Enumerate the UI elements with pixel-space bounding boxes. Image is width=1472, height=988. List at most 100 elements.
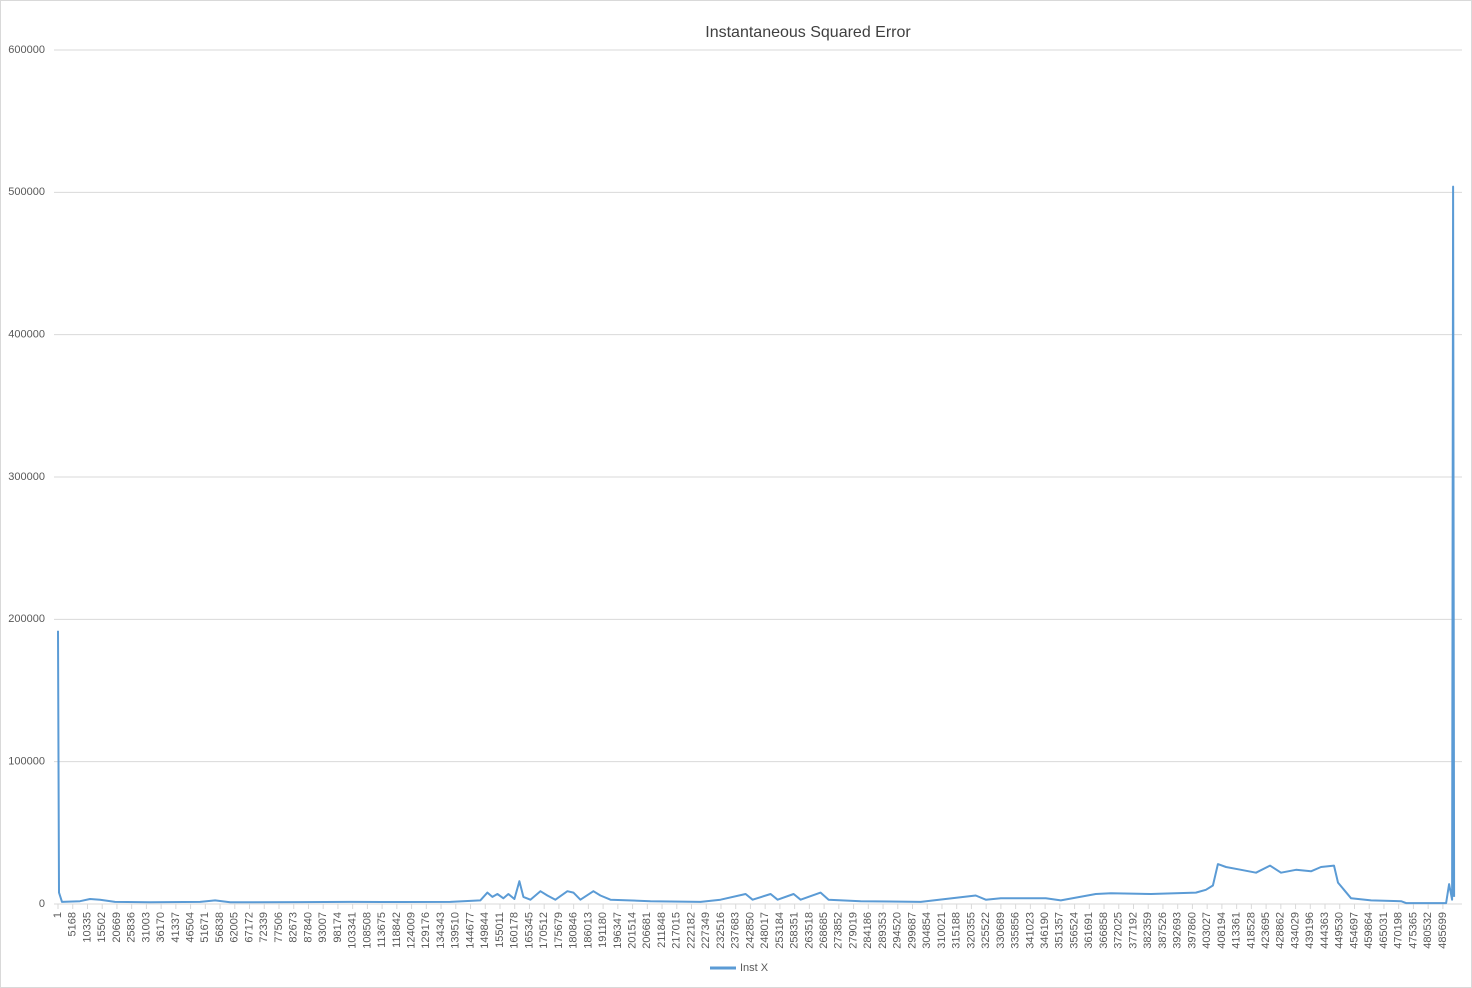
x-tick-label: 108508 — [361, 912, 373, 949]
x-tick-label: 175679 — [553, 912, 565, 949]
x-tick-label: 15502 — [96, 912, 108, 943]
x-tick-label: 439196 — [1304, 912, 1316, 949]
x-tick-label: 170512 — [538, 912, 550, 949]
x-tick-label: 335856 — [1010, 912, 1022, 949]
x-tick-label: 144677 — [464, 912, 476, 949]
x-tick-label: 103341 — [347, 912, 359, 949]
x-tick-label: 211848 — [656, 912, 668, 948]
x-tick-label: 403027 — [1201, 912, 1213, 949]
x-tick-label: 20669 — [111, 912, 123, 943]
x-tick-label: 449530 — [1334, 912, 1346, 949]
x-tick-label: 475365 — [1407, 912, 1419, 949]
x-tick-label: 454697 — [1348, 912, 1360, 949]
x-tick-label: 294520 — [892, 912, 904, 949]
x-tick-label: 56838 — [214, 912, 226, 943]
x-tick-label: 129176 — [420, 912, 432, 949]
x-tick-label: 459864 — [1363, 912, 1375, 949]
x-tick-label: 113675 — [376, 912, 388, 948]
legend-label: Inst X — [740, 962, 769, 974]
x-tick-label: 366858 — [1098, 912, 1110, 949]
x-tick-label: 315188 — [951, 912, 963, 949]
x-tick-label: 155011 — [494, 912, 506, 948]
x-tick-label: 428862 — [1275, 912, 1287, 949]
x-tick-label: 253184 — [774, 912, 786, 949]
x-tick-label: 279019 — [847, 912, 859, 949]
x-tick-label: 423695 — [1260, 912, 1272, 949]
x-tick-label: 382359 — [1142, 912, 1154, 949]
x-tick-label: 465031 — [1378, 912, 1390, 949]
x-tick-label: 98174 — [332, 912, 344, 943]
x-tick-label: 444363 — [1319, 912, 1331, 949]
x-tick-label: 330689 — [995, 912, 1007, 949]
x-tick-label: 67172 — [243, 912, 255, 943]
x-tick-label: 392693 — [1172, 912, 1184, 949]
x-tick-label: 248017 — [759, 912, 771, 949]
x-tick-label: 418528 — [1245, 912, 1257, 949]
x-tick-label: 201514 — [626, 912, 638, 949]
x-tick-label: 206681 — [641, 912, 653, 949]
x-tick-label: 93007 — [317, 912, 329, 943]
x-tick-label: 434029 — [1289, 912, 1301, 949]
x-tick-label: 124009 — [405, 912, 417, 949]
x-tick-label: 299687 — [906, 912, 918, 949]
x-tick-label: 387526 — [1157, 912, 1169, 949]
y-tick-label: 100000 — [8, 756, 45, 768]
x-tick-label: 1 — [52, 912, 64, 918]
x-tick-label: 72339 — [258, 912, 270, 943]
x-tick-label: 232516 — [715, 912, 727, 949]
x-tick-label: 470198 — [1393, 912, 1405, 949]
x-tick-label: 310021 — [936, 912, 948, 949]
x-tick-label: 31003 — [140, 912, 152, 943]
y-tick-label: 300000 — [8, 471, 45, 483]
x-tick-label: 346190 — [1039, 912, 1051, 949]
x-tick-label: 227349 — [700, 912, 712, 949]
x-tick-label: 242850 — [744, 912, 756, 949]
x-tick-label: 413361 — [1231, 912, 1243, 949]
x-tick-label: 372025 — [1113, 912, 1125, 949]
x-tick-label: 268685 — [818, 912, 830, 949]
x-tick-label: 165345 — [523, 912, 535, 949]
x-tick-label: 149844 — [479, 912, 491, 949]
x-tick-label: 361691 — [1083, 912, 1095, 949]
y-tick-label: 600000 — [8, 44, 45, 56]
x-tick-label: 25836 — [126, 912, 138, 943]
chart-title: Instantaneous Squared Error — [705, 24, 911, 41]
x-tick-label: 289353 — [877, 912, 889, 949]
y-tick-label: 0 — [39, 898, 45, 910]
x-tick-label: 304854 — [921, 912, 933, 949]
x-tick-label: 82673 — [288, 912, 300, 943]
x-tick-label: 480532 — [1422, 912, 1434, 949]
x-tick-label: 10335 — [81, 912, 93, 943]
x-tick-label: 134343 — [435, 912, 447, 949]
x-tick-label: 341023 — [1024, 912, 1036, 949]
x-tick-label: 180846 — [568, 912, 580, 949]
x-tick-label: 408194 — [1216, 912, 1228, 949]
x-tick-label: 51671 — [199, 912, 211, 943]
x-tick-label: 139510 — [450, 912, 462, 949]
x-tick-label: 320355 — [965, 912, 977, 949]
x-tick-label: 397860 — [1186, 912, 1198, 949]
x-tick-label: 258351 — [789, 912, 801, 949]
x-tick-label: 356524 — [1068, 912, 1080, 949]
x-tick-label: 41337 — [170, 912, 182, 943]
x-tick-label: 5168 — [67, 912, 79, 936]
x-tick-label: 284186 — [862, 912, 874, 949]
x-tick-label: 351357 — [1054, 912, 1066, 949]
series-line — [57, 185, 1456, 905]
x-tick-label: 160178 — [509, 912, 521, 949]
x-tick-label: 46504 — [185, 912, 197, 943]
y-tick-label: 500000 — [8, 186, 45, 198]
y-tick-label: 400000 — [8, 329, 45, 341]
x-tick-label: 377192 — [1127, 912, 1139, 949]
x-tick-label: 118842 — [391, 912, 403, 948]
x-tick-label: 77506 — [273, 912, 285, 943]
x-tick-label: 87840 — [302, 912, 314, 943]
x-tick-label: 196347 — [612, 912, 624, 949]
y-tick-label: 200000 — [8, 613, 45, 625]
x-tick-label: 217015 — [671, 912, 683, 949]
x-tick-label: 36170 — [155, 912, 167, 943]
x-tick-label: 186013 — [582, 912, 594, 949]
x-tick-label: 325522 — [980, 912, 992, 949]
